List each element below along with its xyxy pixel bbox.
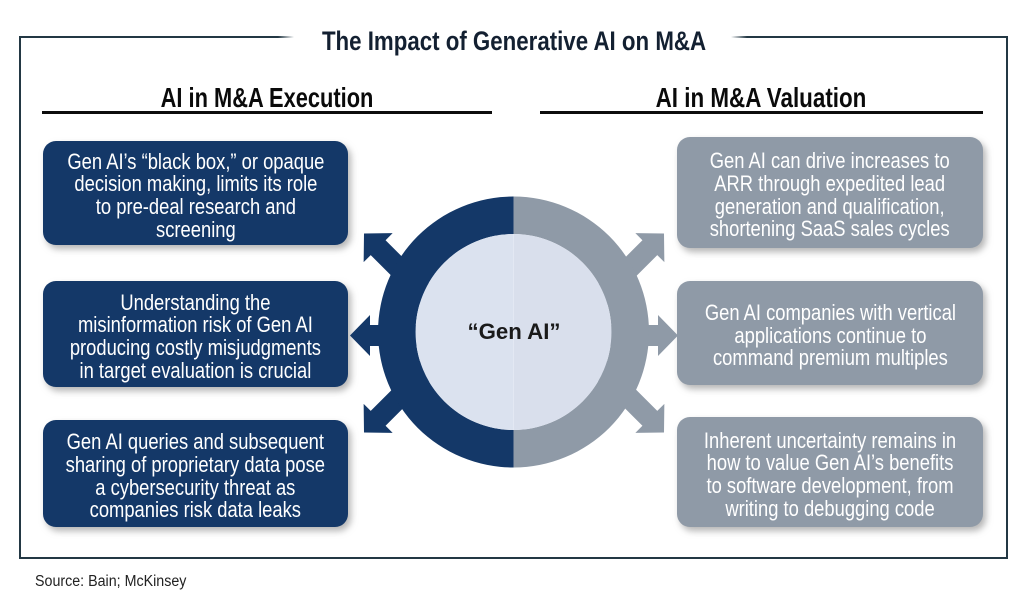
svg-text:“Gen AI”: “Gen AI”: [468, 319, 561, 344]
